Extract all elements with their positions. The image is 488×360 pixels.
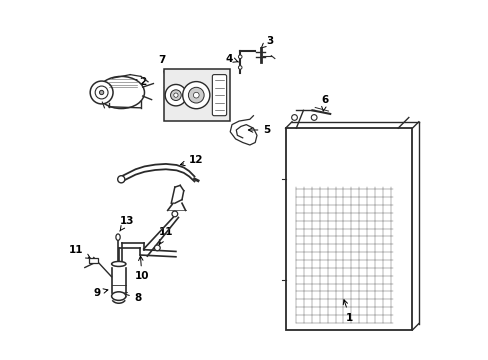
Text: 3: 3 (261, 36, 273, 48)
Ellipse shape (111, 261, 125, 266)
Ellipse shape (111, 292, 125, 300)
Circle shape (165, 85, 186, 106)
Text: 10: 10 (135, 256, 149, 282)
Text: 11: 11 (68, 245, 90, 258)
Circle shape (95, 86, 108, 99)
Circle shape (118, 176, 124, 183)
Circle shape (90, 81, 113, 104)
Text: 8: 8 (122, 293, 142, 303)
Circle shape (188, 87, 203, 103)
Circle shape (172, 211, 177, 217)
Circle shape (183, 82, 209, 109)
Circle shape (311, 114, 316, 120)
Text: 9: 9 (94, 288, 108, 297)
Text: 11: 11 (159, 227, 173, 244)
Text: 6: 6 (321, 95, 328, 111)
FancyBboxPatch shape (212, 75, 226, 116)
Text: 12: 12 (180, 156, 203, 166)
Text: 1: 1 (343, 300, 353, 323)
Text: 2: 2 (132, 77, 146, 87)
Circle shape (170, 90, 181, 100)
FancyBboxPatch shape (285, 128, 411, 330)
Circle shape (154, 245, 160, 251)
Circle shape (291, 114, 297, 120)
FancyBboxPatch shape (89, 257, 98, 263)
Bar (164, 69, 230, 121)
Text: 13: 13 (120, 216, 134, 231)
Circle shape (99, 90, 103, 95)
Text: 4: 4 (225, 54, 238, 64)
Text: 5: 5 (248, 125, 270, 135)
Circle shape (193, 92, 199, 98)
Text: 7: 7 (158, 55, 168, 91)
Circle shape (173, 93, 178, 97)
Ellipse shape (116, 234, 120, 240)
Circle shape (238, 66, 242, 69)
Ellipse shape (98, 76, 144, 109)
Circle shape (238, 55, 242, 59)
